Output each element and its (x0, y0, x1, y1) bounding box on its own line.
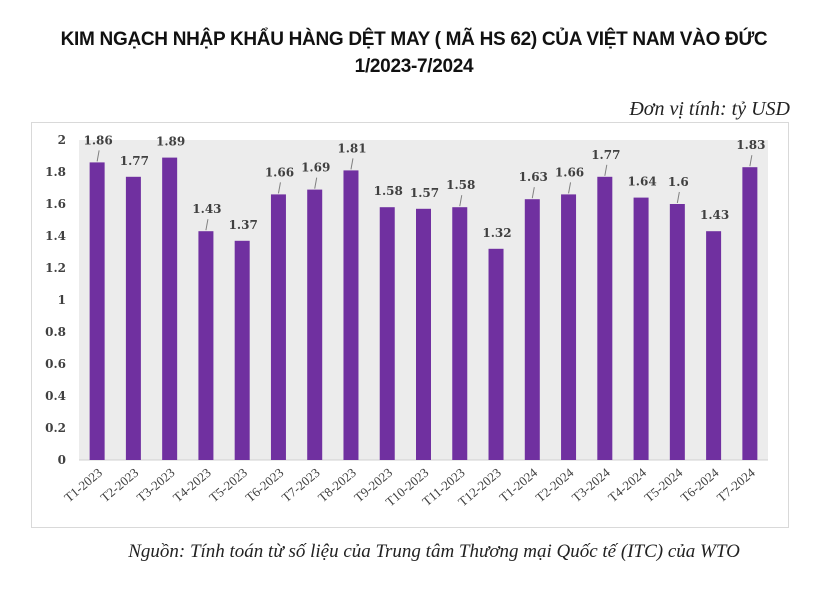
x-tick-label: T1-2024 (496, 464, 540, 505)
data-label: 1.63 (519, 170, 548, 184)
data-label: 1.69 (301, 161, 330, 175)
y-tick-label: 0.6 (45, 357, 66, 371)
data-label: 1.77 (591, 148, 620, 162)
data-label: 1.37 (229, 218, 258, 232)
bar (488, 248, 504, 460)
source-note: Nguồn: Tính toán từ số liệu của Trung tâ… (128, 541, 740, 562)
bar (452, 207, 468, 460)
y-tick-label: 1.6 (45, 197, 66, 211)
x-tick-label: T3-2023 (134, 465, 178, 505)
x-tick-label: T8-2023 (315, 465, 359, 505)
data-labels: 1.86 1.77 1.89 1.43 1.37 1.66 1.69 1.81 1.58 1.57… (84, 133, 766, 239)
y-tick-label: 1.8 (45, 165, 66, 179)
y-tick-label: 0.8 (45, 325, 66, 339)
bar-series (89, 157, 758, 461)
data-label: 1.57 (410, 186, 439, 200)
data-label: 1.64 (627, 175, 656, 189)
x-tick-label: T7-2024 (714, 464, 758, 505)
data-label: 1.83 (736, 138, 765, 152)
chart-title-line-1: KIM NGẠCH NHẬP KHẨU HÀNG DỆT MAY ( MÃ HS… (60, 29, 768, 50)
x-tick-label: T4-2024 (605, 464, 649, 505)
data-label: 1.58 (446, 178, 475, 192)
data-label: 1.43 (192, 202, 221, 216)
chart-title: KIM NGẠCH NHẬP KHẨU HÀNG DỆT MAY ( MÃ HS… (0, 26, 828, 80)
leader-line (531, 187, 535, 199)
x-tick-label: T5-2024 (641, 464, 685, 505)
y-tick-label: 1.4 (45, 229, 66, 243)
bar (343, 170, 359, 460)
y-tick-label: 0.4 (45, 389, 66, 403)
bar (669, 204, 685, 460)
leader-line (749, 155, 753, 167)
data-label: 1.66 (265, 165, 294, 179)
x-tick-label: T5-2023 (206, 465, 250, 505)
bar (198, 231, 214, 460)
data-label-leaders (96, 150, 753, 231)
bar (742, 167, 758, 460)
x-axis: T1-2023T2-2023T3-2023T4-2023T5-2023T6-20… (61, 464, 758, 509)
bar (633, 197, 649, 460)
data-label: 1.77 (120, 154, 149, 168)
leader-line (277, 182, 281, 194)
y-axis: 0 0.2 0.4 0.6 0.8 1 1.2 1.4 1.6 1.8 2 (45, 133, 768, 467)
bar (89, 162, 105, 460)
y-tick-label: 2 (58, 133, 66, 147)
bar (524, 199, 540, 460)
leader-line (676, 191, 680, 204)
leader-line (96, 150, 100, 162)
data-label: 1.43 (700, 208, 729, 222)
y-tick-label: 1.2 (45, 261, 66, 275)
y-tick-label: 0.2 (45, 421, 66, 435)
x-tick-label: T3-2024 (569, 464, 613, 505)
bar (307, 189, 323, 460)
data-label: 1.58 (374, 184, 403, 198)
unit-label: Đơn vị tính: tỷ USD (629, 98, 790, 120)
x-tick-label: T7-2023 (279, 465, 323, 505)
leader-line (604, 164, 608, 176)
chart-title-line-2: 1/2023-7/2024 (354, 56, 474, 77)
leader-line (205, 219, 209, 231)
bar (706, 231, 722, 460)
bar (125, 176, 141, 461)
leader-line (350, 158, 354, 170)
data-label: 1.66 (555, 165, 584, 179)
data-label: 1.6 (668, 175, 689, 189)
leader-line (314, 177, 318, 189)
data-label: 1.89 (156, 135, 185, 149)
bar (162, 157, 178, 460)
bar (234, 240, 250, 460)
leader-line (459, 195, 463, 207)
x-tick-label: T4-2023 (170, 465, 214, 505)
bar (270, 194, 286, 460)
data-label: 1.86 (84, 133, 113, 147)
x-tick-label: T2-2024 (533, 464, 577, 505)
bar (597, 176, 613, 461)
bar (416, 208, 431, 460)
data-label: 1.81 (337, 141, 366, 155)
x-tick-label: T6-2023 (242, 465, 286, 505)
bar (379, 207, 395, 460)
bar (561, 194, 577, 460)
y-tick-label: 0 (58, 453, 66, 467)
data-label: 1.32 (482, 226, 511, 240)
x-tick-label: T2-2023 (97, 465, 141, 505)
leader-line (568, 182, 572, 194)
x-tick-label: T1-2023 (61, 465, 105, 505)
x-tick-label: T6-2024 (678, 464, 722, 505)
y-tick-label: 1 (58, 293, 66, 307)
